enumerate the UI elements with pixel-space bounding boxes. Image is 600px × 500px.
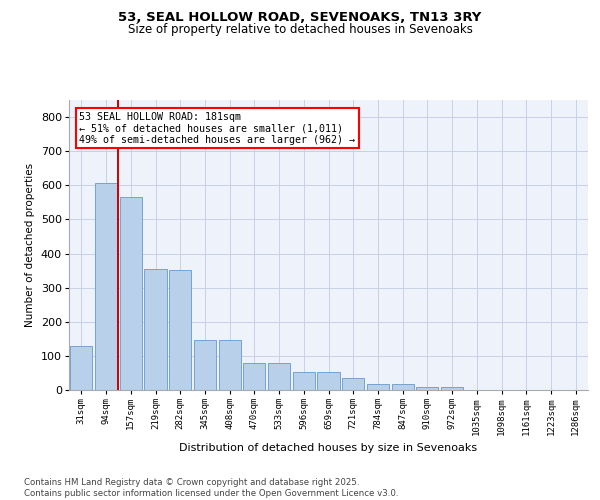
Text: 53 SEAL HOLLOW ROAD: 181sqm
← 51% of detached houses are smaller (1,011)
49% of : 53 SEAL HOLLOW ROAD: 181sqm ← 51% of det… bbox=[79, 112, 355, 145]
Bar bbox=[317, 372, 340, 390]
Bar bbox=[392, 384, 414, 390]
Bar bbox=[243, 364, 265, 390]
Bar bbox=[416, 386, 439, 390]
Bar bbox=[342, 378, 364, 390]
X-axis label: Distribution of detached houses by size in Sevenoaks: Distribution of detached houses by size … bbox=[179, 443, 478, 453]
Bar bbox=[194, 340, 216, 390]
Bar bbox=[119, 197, 142, 390]
Bar bbox=[70, 346, 92, 390]
Bar bbox=[218, 340, 241, 390]
Bar bbox=[293, 372, 315, 390]
Text: Size of property relative to detached houses in Sevenoaks: Size of property relative to detached ho… bbox=[128, 22, 472, 36]
Bar bbox=[145, 269, 167, 390]
Text: Contains HM Land Registry data © Crown copyright and database right 2025.
Contai: Contains HM Land Registry data © Crown c… bbox=[24, 478, 398, 498]
Bar bbox=[95, 183, 117, 390]
Bar bbox=[367, 384, 389, 390]
Bar bbox=[441, 386, 463, 390]
Bar bbox=[169, 270, 191, 390]
Y-axis label: Number of detached properties: Number of detached properties bbox=[25, 163, 35, 327]
Text: 53, SEAL HOLLOW ROAD, SEVENOAKS, TN13 3RY: 53, SEAL HOLLOW ROAD, SEVENOAKS, TN13 3R… bbox=[118, 11, 482, 24]
Bar bbox=[268, 364, 290, 390]
